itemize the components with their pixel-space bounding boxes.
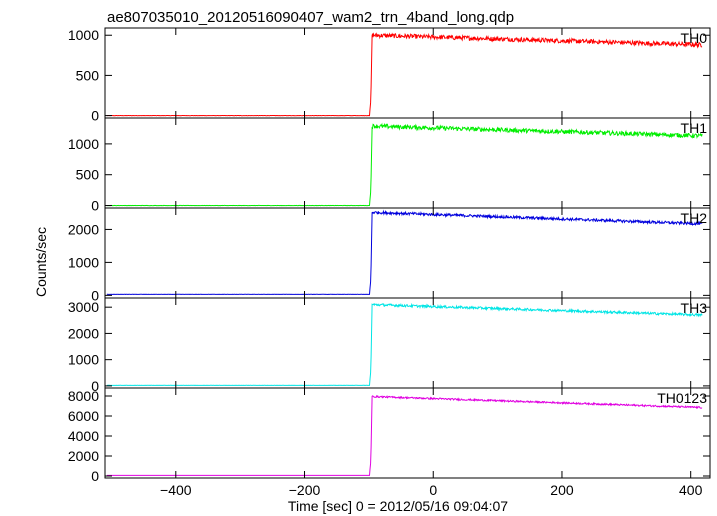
panel-th2: 0 1000 2000 TH2 <box>68 207 711 303</box>
panel-frame <box>104 117 711 209</box>
x-tick-label: −200 <box>289 482 321 498</box>
y-tick-label: 6000 <box>68 408 99 424</box>
panel-th1: 0 500 1000 TH1 <box>68 117 711 214</box>
y-tick-label: 2000 <box>68 448 99 464</box>
y-tick-label: 1000 <box>68 136 99 152</box>
chart-title: ae807035010_20120516090407_wam2_trn_4ban… <box>107 9 514 26</box>
x-axis-label: Time [sec] 0 = 2012/05/16 09:04:07 <box>288 498 508 514</box>
series-line-th0 <box>106 32 703 117</box>
panel-frame <box>104 207 711 299</box>
y-tick-label: 0 <box>91 378 99 394</box>
y-tick-label: 1000 <box>68 27 99 43</box>
panel-frame <box>104 387 711 479</box>
y-tick-label: 0 <box>91 108 99 124</box>
y-tick-label: 0 <box>91 287 99 303</box>
series-line-th2 <box>106 209 703 296</box>
y-axis-label: Counts/sec <box>33 227 49 297</box>
series-line-th3 <box>106 302 703 386</box>
y-tick-label: 2000 <box>68 325 99 341</box>
series-line-th0123 <box>106 394 703 476</box>
panel-th0123: 0 2000 4000 6000 8000 TH0123 <box>68 387 711 484</box>
series-line-th1 <box>106 122 703 207</box>
x-tick-label: 0 <box>429 482 437 498</box>
x-tick-label: 200 <box>550 482 574 498</box>
y-tick-label: 4000 <box>68 428 99 444</box>
panel-label: TH2 <box>681 210 708 226</box>
y-tick-label: 2000 <box>68 221 99 237</box>
x-tick-label: 400 <box>679 482 703 498</box>
y-tick-label: 0 <box>91 468 99 484</box>
x-tick-label: −400 <box>160 482 192 498</box>
panel-th0: 0 500 1000 TH0 <box>68 27 711 124</box>
y-tick-label: 500 <box>76 67 100 83</box>
y-tick-label: 3000 <box>68 299 99 315</box>
panel-label: TH1 <box>681 120 708 136</box>
panel-th3: 0 1000 2000 3000 TH3 <box>68 297 711 394</box>
y-tick-label: 1000 <box>68 352 99 368</box>
y-tick-label: 0 <box>91 198 99 214</box>
y-tick-label: 8000 <box>68 388 99 404</box>
panel-label: TH0 <box>681 30 708 46</box>
y-tick-label: 500 <box>76 167 100 183</box>
panel-label: TH3 <box>681 300 708 316</box>
y-tick-label: 1000 <box>68 254 99 270</box>
panel-label: TH0123 <box>657 390 707 406</box>
